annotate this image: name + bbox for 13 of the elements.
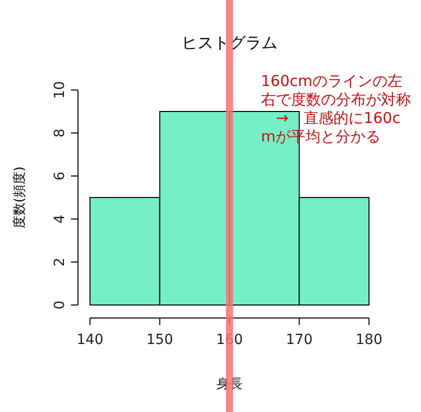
x-tick-label: 180 (356, 332, 382, 348)
x-tick-label: 150 (146, 332, 174, 348)
y-tick-label: 4 (52, 214, 68, 224)
x-tick-label: 140 (76, 332, 104, 348)
y-tick-label: 8 (52, 128, 68, 138)
x-tick-label: 170 (286, 332, 313, 348)
y-tick-label: 2 (52, 258, 68, 266)
y-axis-title: 度数(頻度) (12, 166, 28, 229)
y-tick-label: 6 (52, 171, 68, 180)
chart-title: ヒストグラム (182, 33, 278, 52)
x-axis-title: 身長 (216, 377, 242, 392)
y-tick-label: 0 (52, 300, 68, 310)
y-tick-label: 10 (52, 81, 68, 99)
